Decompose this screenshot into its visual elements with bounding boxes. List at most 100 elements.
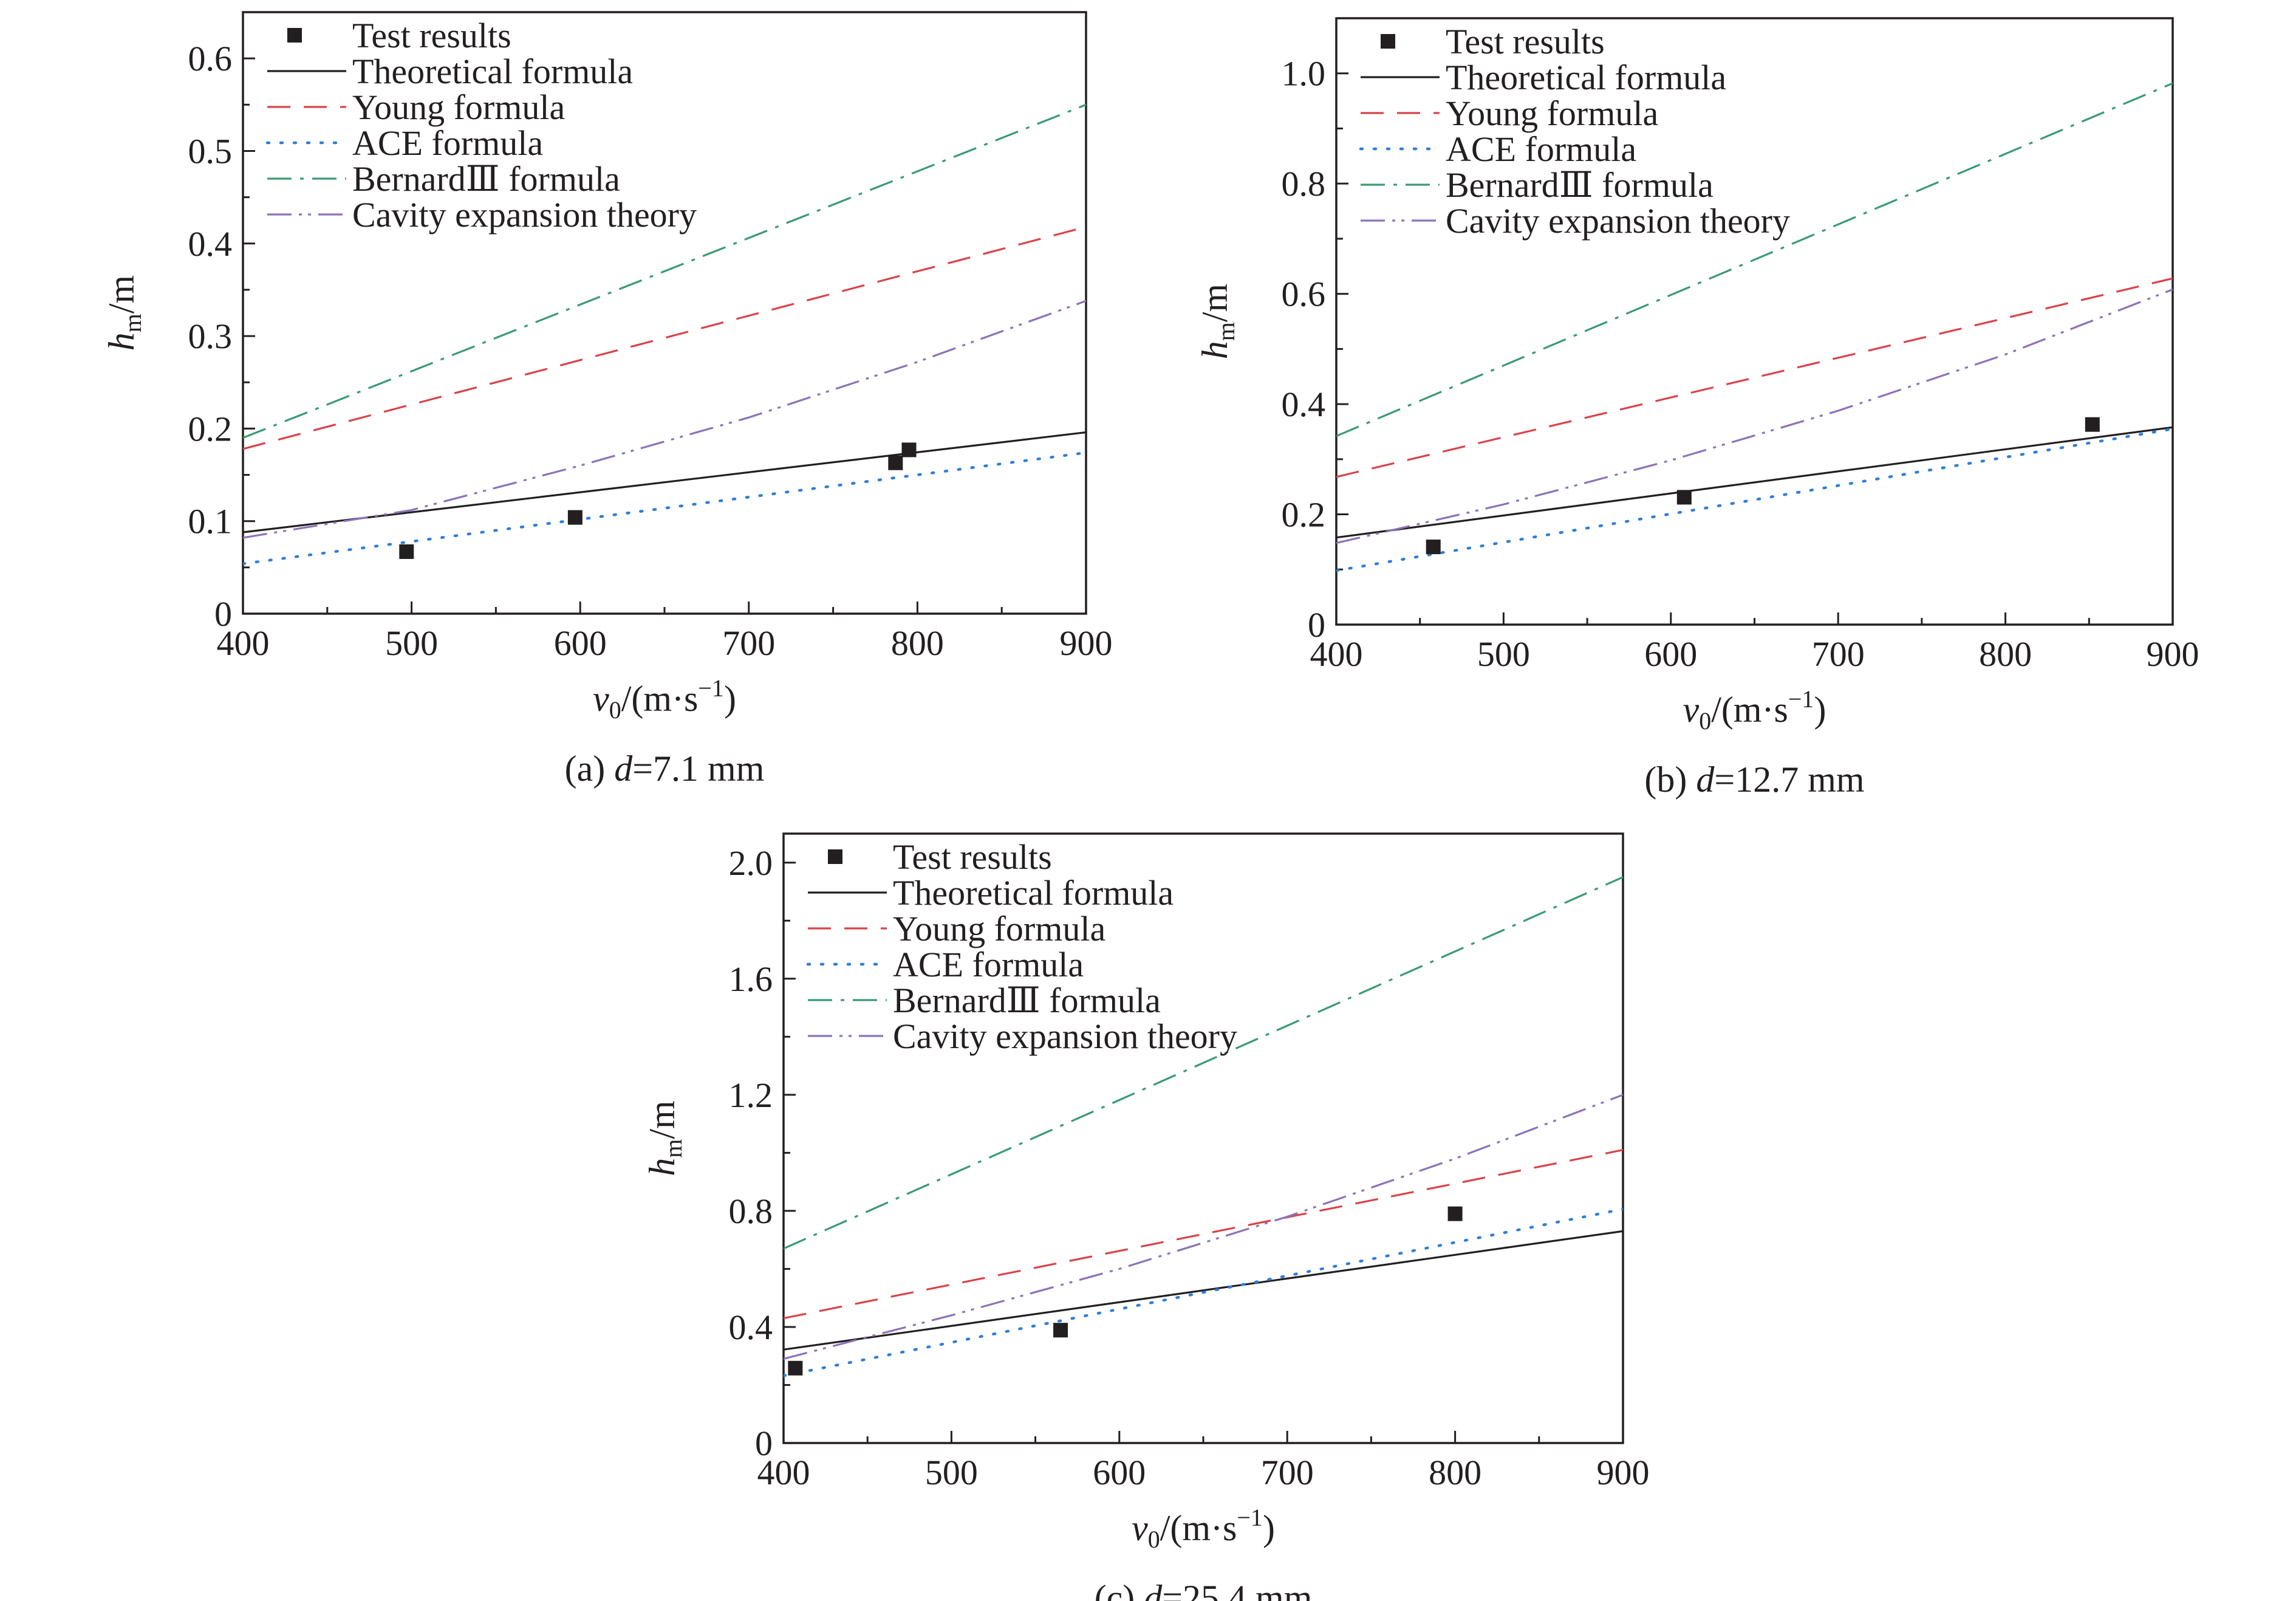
series-line-young xyxy=(243,225,1086,450)
x-tick-label: 900 xyxy=(1060,623,1113,663)
x-tick-label: 500 xyxy=(1477,634,1530,674)
legend-label: Test results xyxy=(352,16,511,55)
chart-panel-c: 400 500 600 700 800 900 0 0.4 0.8 1.2 1.6 2.0 hm/m v0… xyxy=(642,832,1650,1601)
series-line-young xyxy=(1336,277,2173,478)
x-tick-label: 800 xyxy=(1979,634,2032,674)
legend-item-ace: ACE formula xyxy=(806,945,1084,984)
y-axis-label: hm/m xyxy=(642,1100,687,1176)
x-axis-label: v0/(m·s−1) xyxy=(1683,685,1826,735)
x-tick-label: 500 xyxy=(385,623,438,663)
y-tick-label: 1.2 xyxy=(729,1075,773,1115)
x-tick-label: 600 xyxy=(554,623,607,663)
y-tick-label: 0.6 xyxy=(1282,275,1326,314)
x-tick-label: 400 xyxy=(217,623,270,663)
y-tick-label: 0.8 xyxy=(729,1191,773,1231)
series-line-bernard xyxy=(1336,82,2173,437)
legend-item-bernard: BernardⅢ formula xyxy=(808,981,1161,1020)
legend-label: Cavity expansion theory xyxy=(893,1016,1237,1056)
legend-item-ace: ACE formula xyxy=(1359,129,1636,169)
legend-label: Theoretical formula xyxy=(352,52,633,91)
y-tick-label: 0.2 xyxy=(188,409,233,448)
panel-caption: (c) d=25.4 mm xyxy=(1095,1578,1313,1601)
series-line-bernard xyxy=(243,103,1086,439)
legend-label: Cavity expansion theory xyxy=(1446,201,1790,241)
legend-label: BernardⅢ formula xyxy=(352,159,620,199)
legend-label: Theoretical formula xyxy=(893,873,1174,913)
x-tick-label: 900 xyxy=(2147,634,2199,674)
test-result-marker xyxy=(1053,1323,1068,1338)
series-line-theoretical xyxy=(784,1230,1623,1351)
x-tick-label: 700 xyxy=(722,623,775,663)
y-axis-label: hm/m xyxy=(101,275,146,351)
series-line-theoretical xyxy=(1336,426,2173,539)
legend-item-cavity: Cavity expansion theory xyxy=(267,195,697,235)
test-result-marker xyxy=(2085,417,2100,432)
x-tick-label: 800 xyxy=(1429,1453,1481,1492)
test-result-marker xyxy=(888,455,903,470)
test-result-marker xyxy=(901,442,917,458)
legend-item-test: Test results xyxy=(287,16,511,55)
legend-item-bernard: BernardⅢ formula xyxy=(267,159,620,199)
y-tick-label: 0.3 xyxy=(188,317,233,356)
y-tick-label: 0 xyxy=(755,1424,773,1463)
y-tick-label: 0.1 xyxy=(188,502,233,541)
y-tick-label: 0.5 xyxy=(188,131,233,171)
legend-item-young: Young formula xyxy=(808,909,1105,948)
legend-item-young: Young formula xyxy=(1361,94,1658,133)
series-line-cavity xyxy=(243,300,1086,539)
panel-caption: (a) d=7.1 mm xyxy=(565,749,765,789)
x-tick-label: 500 xyxy=(925,1453,978,1492)
y-tick-label: 2.0 xyxy=(729,843,773,883)
x-tick-label: 400 xyxy=(1310,634,1363,674)
legend-marker xyxy=(287,28,302,43)
test-result-marker xyxy=(1426,540,1441,555)
legend-label: ACE formula xyxy=(1446,129,1636,169)
y-tick-label: 0 xyxy=(214,594,232,634)
x-axis-label: v0/(m·s−1) xyxy=(1132,1504,1275,1553)
y-tick-label: 0.4 xyxy=(1282,385,1326,424)
legend-marker xyxy=(1381,34,1395,49)
chart-panel-a: 400 500 600 700 800 900 0 0.1 0.2 0.3 0.4 0.5 0.6 hm/… xyxy=(101,11,1113,789)
y-tick-label: 0.6 xyxy=(188,39,233,78)
legend-item-theoretical: Theoretical formula xyxy=(267,52,633,91)
x-tick-label: 400 xyxy=(757,1453,810,1492)
legend-label: Test results xyxy=(1446,22,1605,61)
legend-item-cavity: Cavity expansion theory xyxy=(808,1016,1237,1056)
legend-item-test: Test results xyxy=(828,837,1052,877)
test-result-marker xyxy=(1447,1206,1463,1221)
legend-item-young: Young formula xyxy=(267,87,565,127)
series-line-bernard xyxy=(784,876,1623,1250)
y-tick-label: 0 xyxy=(1308,605,1325,645)
x-tick-label: 700 xyxy=(1261,1453,1314,1492)
x-tick-label: 800 xyxy=(891,623,944,663)
x-tick-label: 700 xyxy=(1812,634,1865,674)
legend-label: Young formula xyxy=(1446,94,1658,133)
y-tick-label: 0.4 xyxy=(729,1308,773,1347)
test-result-marker xyxy=(399,544,414,559)
legend-label: ACE formula xyxy=(893,945,1084,984)
legend-label: Test results xyxy=(893,837,1052,877)
x-tick-label: 600 xyxy=(1093,1453,1146,1492)
test-result-marker xyxy=(1676,490,1692,505)
legend-item-cavity: Cavity expansion theory xyxy=(1361,201,1790,241)
series-line-cavity xyxy=(784,1094,1623,1360)
legend-label: BernardⅢ formula xyxy=(1446,165,1713,205)
y-tick-label: 0.2 xyxy=(1282,495,1326,535)
test-result-marker xyxy=(567,510,583,525)
series-group xyxy=(243,103,1086,566)
x-tick-label: 900 xyxy=(1597,1453,1650,1492)
legend-item-test: Test results xyxy=(1381,22,1605,61)
legend-item-ace: ACE formula xyxy=(265,123,543,163)
test-result-marker xyxy=(788,1360,803,1376)
chart-panel-b: 400 500 600 700 800 900 0 0.2 0.4 0.6 0.8 1.0 hm/m v0… xyxy=(1195,17,2199,800)
legend-label: BernardⅢ formula xyxy=(893,981,1161,1020)
x-tick-label: 600 xyxy=(1644,634,1697,674)
series-line-ace xyxy=(784,1207,1623,1377)
legend-marker xyxy=(828,849,842,864)
legend-item-theoretical: Theoretical formula xyxy=(1361,58,1726,97)
series-line-young xyxy=(784,1149,1623,1320)
y-tick-label: 0.4 xyxy=(188,224,233,264)
series-line-ace xyxy=(243,451,1086,566)
legend-label: Young formula xyxy=(893,909,1105,948)
